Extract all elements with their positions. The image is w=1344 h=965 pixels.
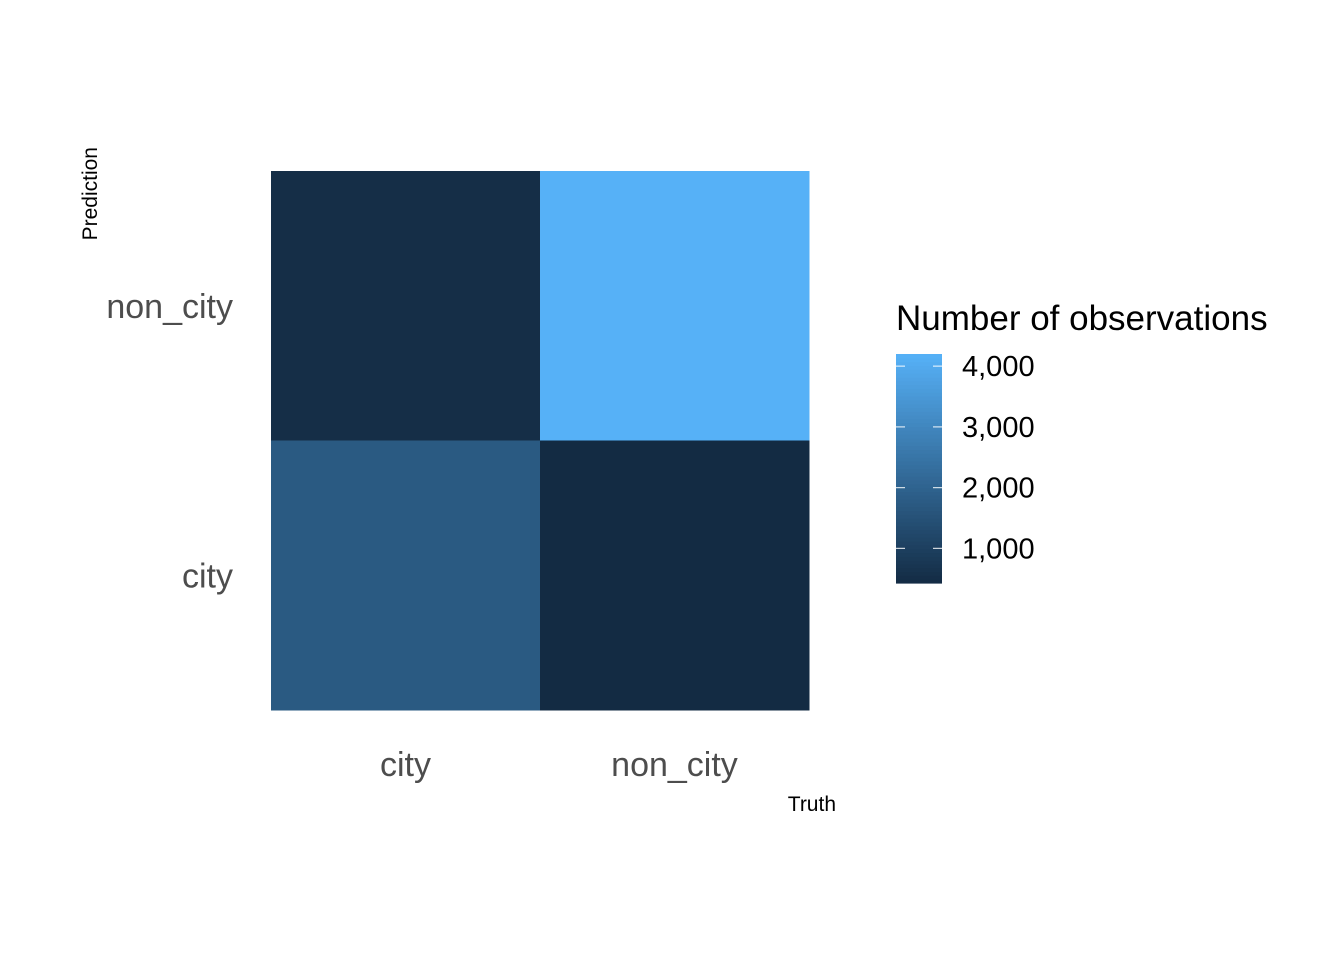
- legend-gradient-segment: [896, 392, 942, 397]
- legend-gradient-segment: [896, 552, 942, 557]
- legend-gradient-segment: [896, 487, 942, 492]
- legend-gradient-segment: [896, 518, 942, 523]
- heatmap-cell-non_city-city: [540, 440, 810, 711]
- legend-gradient-segment: [896, 544, 942, 550]
- legend-gradient-segment: [896, 380, 942, 386]
- legend-gradient-segment: [896, 399, 942, 405]
- legend-gradient-segment: [896, 510, 942, 515]
- legend-break-label: 1,000: [962, 533, 1035, 565]
- legend-gradient-segment: [896, 560, 942, 565]
- legend-gradient-segment: [896, 418, 942, 424]
- y-axis-title: Prediction: [79, 147, 102, 240]
- legend-gradient-segment: [896, 533, 942, 538]
- legend-gradient-segment: [896, 460, 942, 466]
- legend-gradient-segment: [896, 579, 942, 584]
- legend-gradient-segment: [896, 384, 942, 389]
- x-tick-label-city: city: [380, 746, 431, 784]
- legend-gradient-segment: [896, 361, 942, 367]
- legend-gradient-segment: [896, 441, 942, 447]
- legend-gradient-segment: [896, 426, 942, 431]
- legend-gradient-segment: [896, 468, 942, 473]
- legend-gradient-segment: [896, 567, 942, 573]
- legend-gradient-segment: [896, 449, 942, 454]
- legend-gradient-segment: [896, 357, 942, 363]
- legend-gradient-segment: [896, 491, 942, 496]
- legend-gradient-segment: [896, 445, 942, 451]
- y-tick-label-non_city: non_city: [106, 288, 233, 326]
- legend-gradient-segment: [896, 365, 942, 370]
- legend-break-label: 2,000: [962, 473, 1035, 505]
- legend-gradient-segment: [896, 506, 942, 512]
- legend-gradient-segment: [896, 476, 942, 481]
- legend-gradient-segment: [896, 411, 942, 416]
- legend-gradient-segment: [896, 395, 942, 401]
- legend-gradient-segment: [896, 376, 942, 382]
- legend-gradient-segment: [896, 479, 942, 485]
- y-axis-ticks: city non_city: [106, 288, 233, 596]
- legend-gradient-segment: [896, 430, 942, 435]
- x-tick-label-non_city: non_city: [611, 746, 738, 784]
- x-axis-title: Truth: [788, 793, 836, 816]
- legend-gradient-segment: [896, 537, 942, 542]
- y-tick-label-city: city: [182, 557, 233, 595]
- legend-gradient-segment: [896, 354, 942, 359]
- legend-gradient-segment: [896, 422, 942, 428]
- heatmap-cells: [271, 171, 810, 711]
- legend-gradient-segment: [896, 571, 942, 576]
- legend-gradient-segment: [896, 388, 942, 393]
- legend-title: Number of observations: [896, 299, 1268, 338]
- legend-break-label: 4,000: [962, 351, 1035, 383]
- x-axis-ticks: city non_city: [380, 746, 738, 784]
- legend-gradient-segment: [896, 514, 942, 519]
- heatmap-cell-city-non_city: [271, 171, 541, 441]
- legend-gradient-segment: [896, 369, 942, 374]
- legend-gradient-segment: [896, 403, 942, 409]
- heatmap-cell-non_city-non_city: [540, 171, 810, 441]
- legend-break-label: 3,000: [962, 412, 1035, 444]
- legend-gradient-segment: [896, 437, 942, 443]
- color-legend: Number of observations 1,000 2,000 3,000 4,…: [896, 299, 1268, 584]
- legend-gradient-segment: [896, 434, 942, 439]
- legend-gradient-segment: [896, 464, 942, 470]
- legend-gradient-segment: [896, 373, 942, 378]
- heatmap-cell-city-city: [271, 440, 541, 711]
- legend-ticks: 1,000 2,000 3,000 4,000: [896, 351, 1035, 565]
- legend-gradient-segment: [896, 453, 942, 458]
- legend-gradient-segment: [896, 548, 942, 554]
- legend-gradient-segment: [896, 556, 942, 561]
- legend-gradient-segment: [896, 563, 942, 569]
- legend-gradient-segment: [896, 407, 942, 412]
- legend-gradient-segment: [896, 483, 942, 489]
- legend-gradient-segment: [896, 415, 942, 420]
- legend-gradient-segment: [896, 521, 942, 527]
- legend-gradient-segment: [896, 499, 942, 504]
- legend-gradient-segment: [896, 529, 942, 534]
- legend-gradient-segment: [896, 502, 942, 508]
- legend-colorbar: [896, 354, 942, 584]
- legend-gradient-segment: [896, 472, 942, 477]
- legend-gradient-segment: [896, 457, 942, 462]
- legend-gradient-segment: [896, 495, 942, 500]
- legend-gradient-segment: [896, 541, 942, 546]
- legend-gradient-segment: [896, 525, 942, 531]
- legend-gradient-segment: [896, 575, 942, 580]
